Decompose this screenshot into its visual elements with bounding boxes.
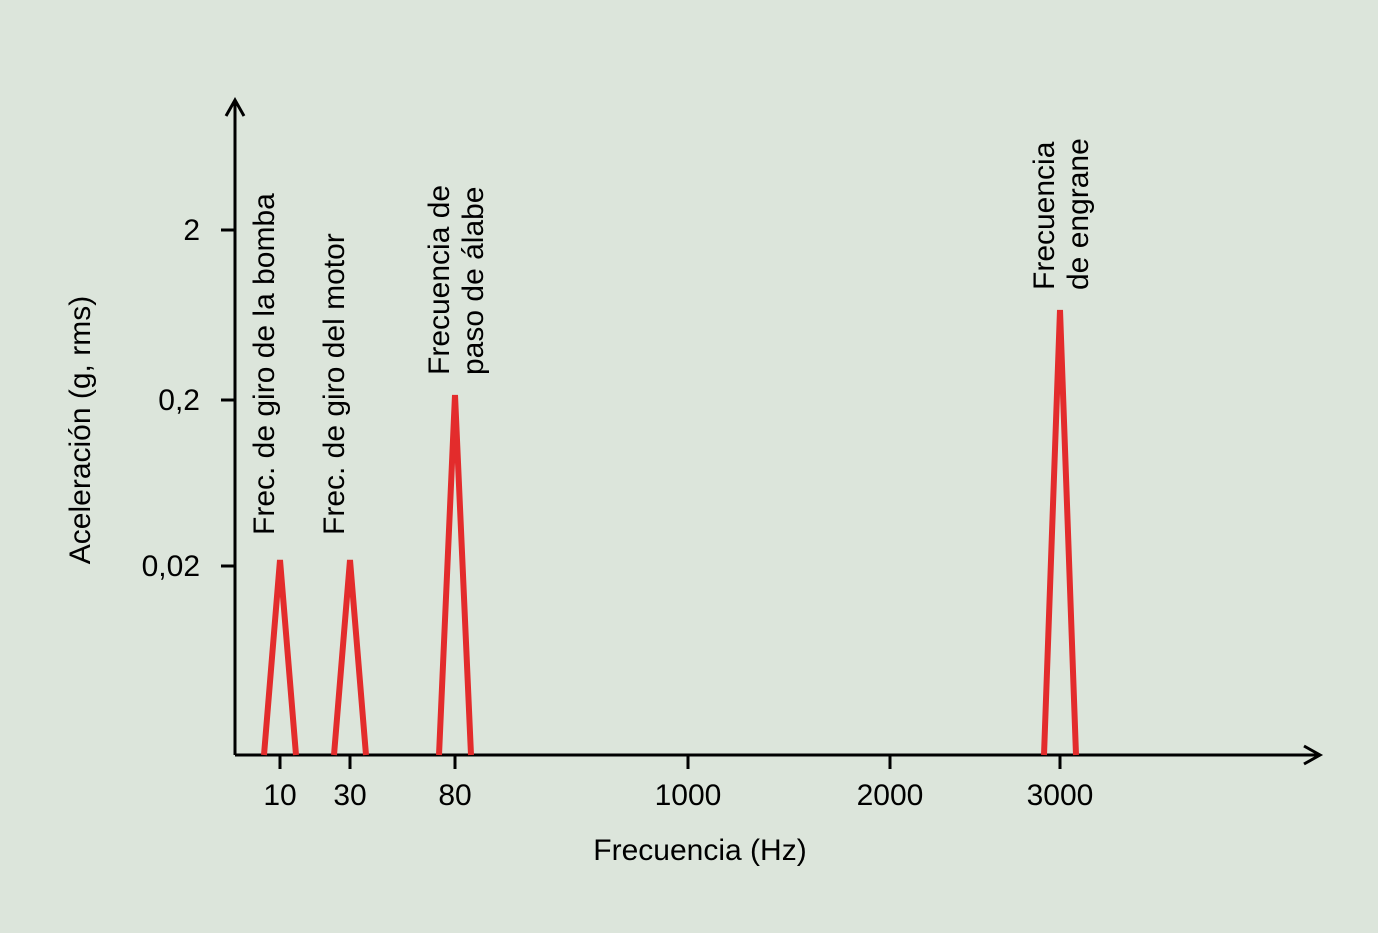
x-axis-title: Frecuencia (Hz) [593,834,806,867]
x-tick-label: 1000 [655,779,722,812]
x-tick-label: 10 [263,779,296,812]
y-tick-label: 0,2 [158,384,200,417]
chart-svg: 10 30 80 1000 2000 3000 Frecuencia (Hz) 0,02 0,2… [0,0,1378,933]
x-tick-label: 2000 [857,779,924,812]
y-axis-title: Aceleración (g, rms) [64,296,97,564]
x-tick-label: 30 [333,779,366,812]
vibration-spectrum-chart: 10 30 80 1000 2000 3000 Frecuencia (Hz) 0,02 0,2… [0,0,1378,933]
gear-mesh-peak-label: Frecuencia [1028,141,1061,290]
x-tick-label: 80 [438,779,471,812]
x-tick-label: 3000 [1027,779,1094,812]
pump-rotation-peak-label: Frec. de giro de la bomba [248,193,281,535]
y-tick-label: 2 [183,214,200,247]
gear-mesh-peak-label: de engrane [1062,138,1095,290]
blade-pass-peak-label: paso de álabe [457,187,490,376]
motor-rotation-peak-label: Frec. de giro del motor [318,233,351,535]
y-tick-label: 0,02 [142,550,200,583]
blade-pass-peak-label: Frecuencia de [423,185,456,375]
